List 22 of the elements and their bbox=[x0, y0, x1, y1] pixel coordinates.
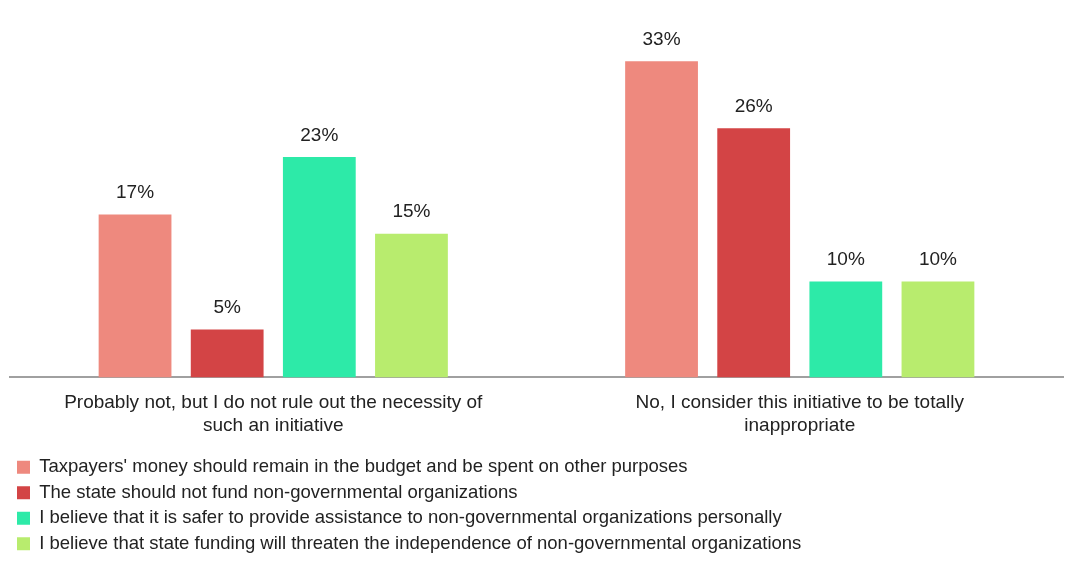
data-label: 5% bbox=[213, 296, 242, 318]
x-tick-label: Probably not, but I do not rule out the necessity of such an initiative bbox=[64, 391, 484, 435]
bar bbox=[282, 156, 356, 378]
data-label: 26% bbox=[734, 94, 773, 116]
bar bbox=[809, 281, 883, 378]
bar bbox=[190, 329, 264, 378]
data-label: 33% bbox=[642, 27, 681, 49]
data-label: 17% bbox=[116, 181, 155, 203]
legend-label: I believe that state funding will threaten the independence of non-governmental organizations bbox=[39, 531, 802, 553]
data-label: 10% bbox=[826, 248, 865, 270]
data-label: 15% bbox=[392, 200, 431, 222]
data-label: 10% bbox=[918, 248, 958, 270]
x-tick-label: No, I consider this initiative to be totally inappropriate bbox=[635, 391, 965, 435]
bar bbox=[98, 214, 172, 378]
legend-label: I believe that it is safer to provide assistance to non-governmental organizations personally bbox=[39, 506, 783, 528]
bar bbox=[375, 233, 448, 378]
legend-label: Taxpayers' money should remain in the budget and be spent on other purposes bbox=[39, 455, 688, 477]
bar bbox=[717, 128, 791, 378]
data-label: 23% bbox=[300, 123, 339, 145]
bar bbox=[901, 281, 975, 378]
legend-label: The state should not fund non-governmental organizations bbox=[39, 480, 518, 502]
bar bbox=[625, 61, 698, 378]
